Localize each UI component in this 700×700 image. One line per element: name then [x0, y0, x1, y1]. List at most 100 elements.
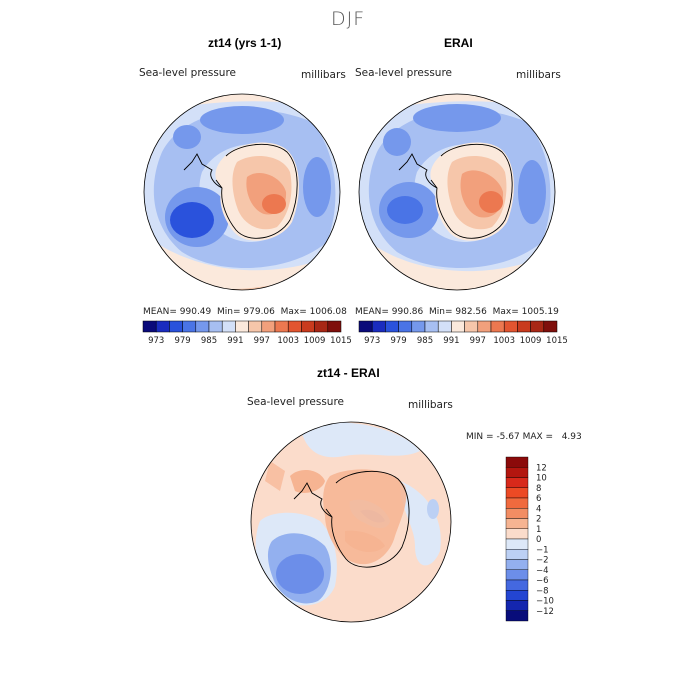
colorbar-box: [505, 579, 529, 591]
panel-3-units: millibars: [408, 399, 453, 411]
max-value: 1006.08: [309, 307, 347, 317]
colorbar-box: [358, 320, 373, 333]
colorbar-box: [451, 320, 465, 333]
diff-min-value: -5.67: [496, 432, 520, 442]
mean-value: 990.86: [391, 307, 424, 317]
low-cell: [518, 160, 546, 224]
min-label: Min=: [429, 307, 453, 317]
colorbar-box: [505, 508, 529, 519]
colorbar-box: [505, 600, 529, 611]
colorbar-tick-label: 985: [201, 336, 217, 346]
panel-3-stats: MIN = -5.67 MAX = 4.93: [466, 432, 582, 442]
colorbar-box: [477, 320, 492, 333]
colorbar-tick-label: 6: [536, 494, 541, 504]
min-value: 979.06: [243, 307, 275, 317]
panel-3-variable: Sea-level pressure: [247, 396, 345, 408]
colorbar-box: [505, 559, 529, 570]
colorbar-box: [169, 320, 183, 333]
figure-title: DJF: [331, 8, 366, 30]
colorbar-box: [248, 320, 263, 333]
colorbar-box: [385, 320, 399, 333]
colorbar-tick-label: 1: [536, 525, 541, 535]
colorbar-box: [505, 610, 529, 622]
max-label: Max=: [492, 307, 519, 317]
colorbar-box: [505, 569, 529, 581]
low-cell: [413, 104, 501, 132]
colorbar-box: [437, 320, 452, 333]
min-label: Min=: [217, 307, 241, 317]
low-cell: [383, 128, 411, 156]
colorbar-tick-label: 2: [536, 515, 541, 525]
panel-1-map: [143, 93, 341, 291]
positive-region: [290, 469, 325, 493]
min-value: 982.56: [455, 307, 487, 317]
colorbar-box: [505, 518, 529, 529]
max-value: 1005.19: [521, 307, 559, 317]
panel-2-title: ERAI: [444, 36, 473, 50]
colorbar-box: [287, 320, 302, 333]
low-core: [170, 202, 214, 238]
negative-region: [300, 422, 420, 458]
colorbar-box: [505, 549, 529, 560]
colorbar-box: [235, 320, 249, 333]
colorbar-box: [505, 487, 529, 499]
colorbar-tick-label: 973: [364, 336, 380, 346]
low-cell: [200, 106, 284, 134]
colorbar-tick-label: 1009: [520, 336, 542, 346]
panel-1-title: zt14 (yrs 1-1): [208, 36, 282, 50]
panel-1-stats: MEAN= 990.49 Min= 979.06 Max= 1006.08: [143, 307, 347, 317]
negative-cell: [427, 499, 439, 519]
colorbar-tick-label: 1009: [304, 336, 326, 346]
panel-2-colorbar: 973 979 985 991 997 1003 1009 1015: [358, 320, 568, 346]
mean-value: 990.49: [179, 307, 212, 317]
colorbar-box: [505, 497, 529, 509]
colorbar-tick-label: 1015: [546, 336, 568, 346]
colorbar-tick-label: 991: [443, 336, 459, 346]
colorbar-tick-label: −4: [536, 566, 549, 576]
low-cell: [173, 125, 201, 149]
positive-region: [265, 461, 285, 491]
colorbar-tick-label: 10: [536, 474, 547, 484]
colorbar-box: [517, 320, 531, 333]
panel-1-variable: Sea-level pressure: [139, 67, 237, 79]
colorbar-tick-label: 12: [536, 463, 547, 473]
colorbar-box: [505, 538, 529, 550]
colorbar-box: [505, 528, 529, 540]
panel-2-units: millibars: [516, 69, 561, 81]
colorbar-box: [195, 320, 210, 333]
colorbar-box: [182, 320, 197, 333]
colorbar-tick-label: −2: [536, 556, 549, 566]
mean-label: MEAN=: [143, 307, 177, 317]
colorbar-tick-label: 8: [536, 484, 541, 494]
positive-region: [345, 530, 385, 553]
colorbar-tick-label: −10: [536, 597, 554, 607]
map-border: [358, 93, 556, 291]
colorbar-tick-label: 1003: [493, 336, 515, 346]
colorbar-box: [371, 320, 386, 333]
colorbar-box: [274, 320, 289, 333]
continent-high-peak: [262, 194, 286, 214]
panel-2-map: [358, 93, 556, 291]
map-border: [143, 93, 341, 291]
colorbar-tick-label: −12: [536, 607, 554, 617]
colorbar-box: [543, 320, 558, 333]
max-label: Max=: [280, 307, 307, 317]
colorbar-tick-label: 979: [390, 336, 406, 346]
colorbar-tick-label: −6: [536, 576, 549, 586]
colorbar-box: [327, 320, 342, 333]
map-border: [250, 421, 452, 623]
colorbar-box: [490, 320, 505, 333]
colorbar-box: [503, 320, 518, 333]
colorbar-box: [398, 320, 413, 333]
colorbar-box: [505, 467, 529, 478]
low-core: [387, 196, 423, 224]
colorbar-box: [261, 320, 276, 333]
negative-core: [276, 554, 324, 594]
coastline: [398, 143, 513, 239]
panel-1-colorbar: 973 979 985 991 997 1003 1009 1015: [142, 320, 352, 346]
colorbar-box: [464, 320, 479, 333]
positive-region: [323, 469, 407, 565]
colorbar-tick-label: −8: [536, 586, 549, 596]
colorbar-tick-label: 997: [254, 336, 270, 346]
colorbar-tick-label: −1: [536, 545, 549, 555]
